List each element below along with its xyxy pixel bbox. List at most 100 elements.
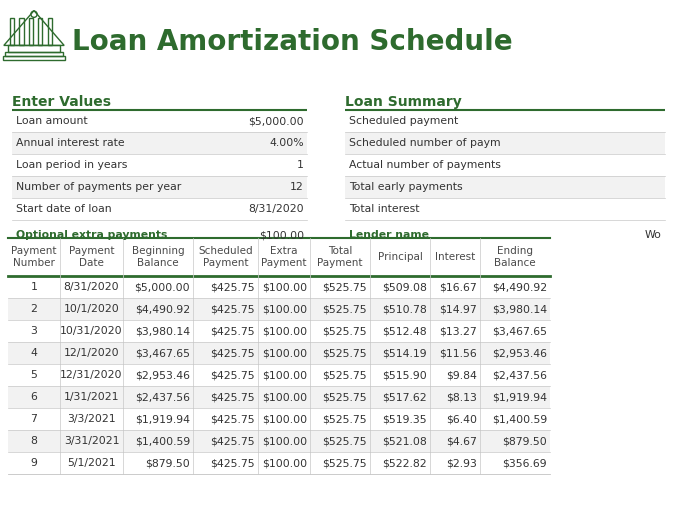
Bar [12, 132, 307, 154]
Text: $1,919.94: $1,919.94 [492, 392, 547, 402]
Text: $525.75: $525.75 [323, 458, 367, 468]
Text: Extra
Payment: Extra Payment [261, 246, 306, 268]
Text: 4.00%: 4.00% [269, 138, 304, 148]
Text: Total early payments: Total early payments [349, 182, 462, 192]
Text: Loan amount: Loan amount [16, 116, 88, 126]
Text: $100.00: $100.00 [262, 304, 307, 314]
Text: $521.08: $521.08 [382, 436, 427, 446]
Text: Start date of loan: Start date of loan [16, 204, 111, 214]
Text: Scheduled payment: Scheduled payment [349, 116, 458, 126]
Text: Wo: Wo [645, 230, 662, 240]
Text: $6.40: $6.40 [446, 414, 477, 424]
Text: 10/31/2020: 10/31/2020 [60, 326, 123, 336]
Bar [29, 18, 33, 45]
Text: $14.97: $14.97 [439, 304, 477, 314]
Text: Scheduled
Payment: Scheduled Payment [198, 246, 253, 268]
Text: $425.75: $425.75 [211, 326, 255, 336]
Text: $100.00: $100.00 [262, 458, 307, 468]
Text: Loan period in years: Loan period in years [16, 160, 128, 170]
Text: $100.00: $100.00 [262, 282, 307, 292]
Text: $522.82: $522.82 [382, 458, 427, 468]
Text: $525.75: $525.75 [323, 414, 367, 424]
Bar [8, 364, 550, 386]
Text: $425.75: $425.75 [211, 348, 255, 358]
Text: $100.00: $100.00 [262, 348, 307, 358]
Text: $4,490.92: $4,490.92 [492, 282, 547, 292]
Bar [47, 18, 52, 45]
Text: $356.69: $356.69 [502, 458, 547, 468]
Text: 1: 1 [297, 160, 304, 170]
Text: 1: 1 [30, 282, 37, 292]
Text: $100.00: $100.00 [262, 370, 307, 380]
Text: $3,980.14: $3,980.14 [492, 304, 547, 314]
Bar [8, 342, 550, 364]
Text: $425.75: $425.75 [211, 392, 255, 402]
Bar [12, 176, 307, 198]
Text: $2,437.56: $2,437.56 [492, 370, 547, 380]
Text: 1/31/2021: 1/31/2021 [63, 392, 119, 402]
Text: $100.00: $100.00 [262, 392, 307, 402]
Text: $11.56: $11.56 [439, 348, 477, 358]
Text: $8.13: $8.13 [446, 392, 477, 402]
Bar [8, 238, 550, 276]
Text: Lender name: Lender name [349, 230, 429, 240]
Text: $425.75: $425.75 [211, 414, 255, 424]
Text: $509.08: $509.08 [382, 282, 427, 292]
Text: 2: 2 [30, 304, 37, 314]
Text: $425.75: $425.75 [211, 304, 255, 314]
Text: $425.75: $425.75 [211, 458, 255, 468]
Bar [8, 298, 550, 320]
Bar [12, 198, 307, 220]
Text: 5: 5 [30, 370, 37, 380]
Text: $2,953.46: $2,953.46 [135, 370, 190, 380]
Bar [345, 110, 665, 132]
Text: $515.90: $515.90 [382, 370, 427, 380]
Text: $517.62: $517.62 [382, 392, 427, 402]
Bar [8, 386, 550, 408]
Text: $13.27: $13.27 [439, 326, 477, 336]
Text: Loan Amortization Schedule: Loan Amortization Schedule [72, 28, 512, 56]
Text: $525.75: $525.75 [323, 282, 367, 292]
Text: Loan Summary: Loan Summary [345, 95, 462, 109]
Text: 5/1/2021: 5/1/2021 [68, 458, 116, 468]
Text: 8/31/2020: 8/31/2020 [63, 282, 119, 292]
Text: 6: 6 [30, 392, 37, 402]
Text: Payment
Date: Payment Date [69, 246, 114, 268]
Text: $525.75: $525.75 [323, 348, 367, 358]
Text: $525.75: $525.75 [323, 370, 367, 380]
Text: $525.75: $525.75 [323, 392, 367, 402]
Bar [3, 56, 65, 60]
Text: $879.50: $879.50 [502, 436, 547, 446]
Text: Principal: Principal [377, 252, 423, 262]
Text: Ending
Balance: Ending Balance [494, 246, 536, 268]
Text: Scheduled number of paym: Scheduled number of paym [349, 138, 501, 148]
Text: Number of payments per year: Number of payments per year [16, 182, 182, 192]
Text: $100.00: $100.00 [262, 436, 307, 446]
Text: $5,000.00: $5,000.00 [134, 282, 190, 292]
Text: 10/1/2020: 10/1/2020 [63, 304, 119, 314]
Text: Total
Payment: Total Payment [317, 246, 362, 268]
Text: Annual interest rate: Annual interest rate [16, 138, 125, 148]
Text: $525.75: $525.75 [323, 326, 367, 336]
Text: $425.75: $425.75 [211, 282, 255, 292]
Bar [8, 452, 550, 474]
Text: $100.00: $100.00 [259, 230, 304, 240]
Text: $2,437.56: $2,437.56 [135, 392, 190, 402]
Text: $514.19: $514.19 [382, 348, 427, 358]
Text: 8/31/2020: 8/31/2020 [248, 204, 304, 214]
Text: 12/31/2020: 12/31/2020 [60, 370, 123, 380]
Bar [345, 176, 665, 198]
Text: Actual number of payments: Actual number of payments [349, 160, 501, 170]
Text: $425.75: $425.75 [211, 436, 255, 446]
Bar [8, 276, 550, 298]
Bar [38, 18, 43, 45]
Bar [8, 45, 60, 51]
Text: Interest: Interest [435, 252, 475, 262]
Text: Payment
Number: Payment Number [11, 246, 57, 268]
Bar [12, 110, 307, 132]
Text: 3/31/2021: 3/31/2021 [63, 436, 119, 446]
Text: $5,000.00: $5,000.00 [248, 116, 304, 126]
Bar [8, 408, 550, 430]
Text: $1,400.59: $1,400.59 [135, 436, 190, 446]
Text: $425.75: $425.75 [211, 370, 255, 380]
